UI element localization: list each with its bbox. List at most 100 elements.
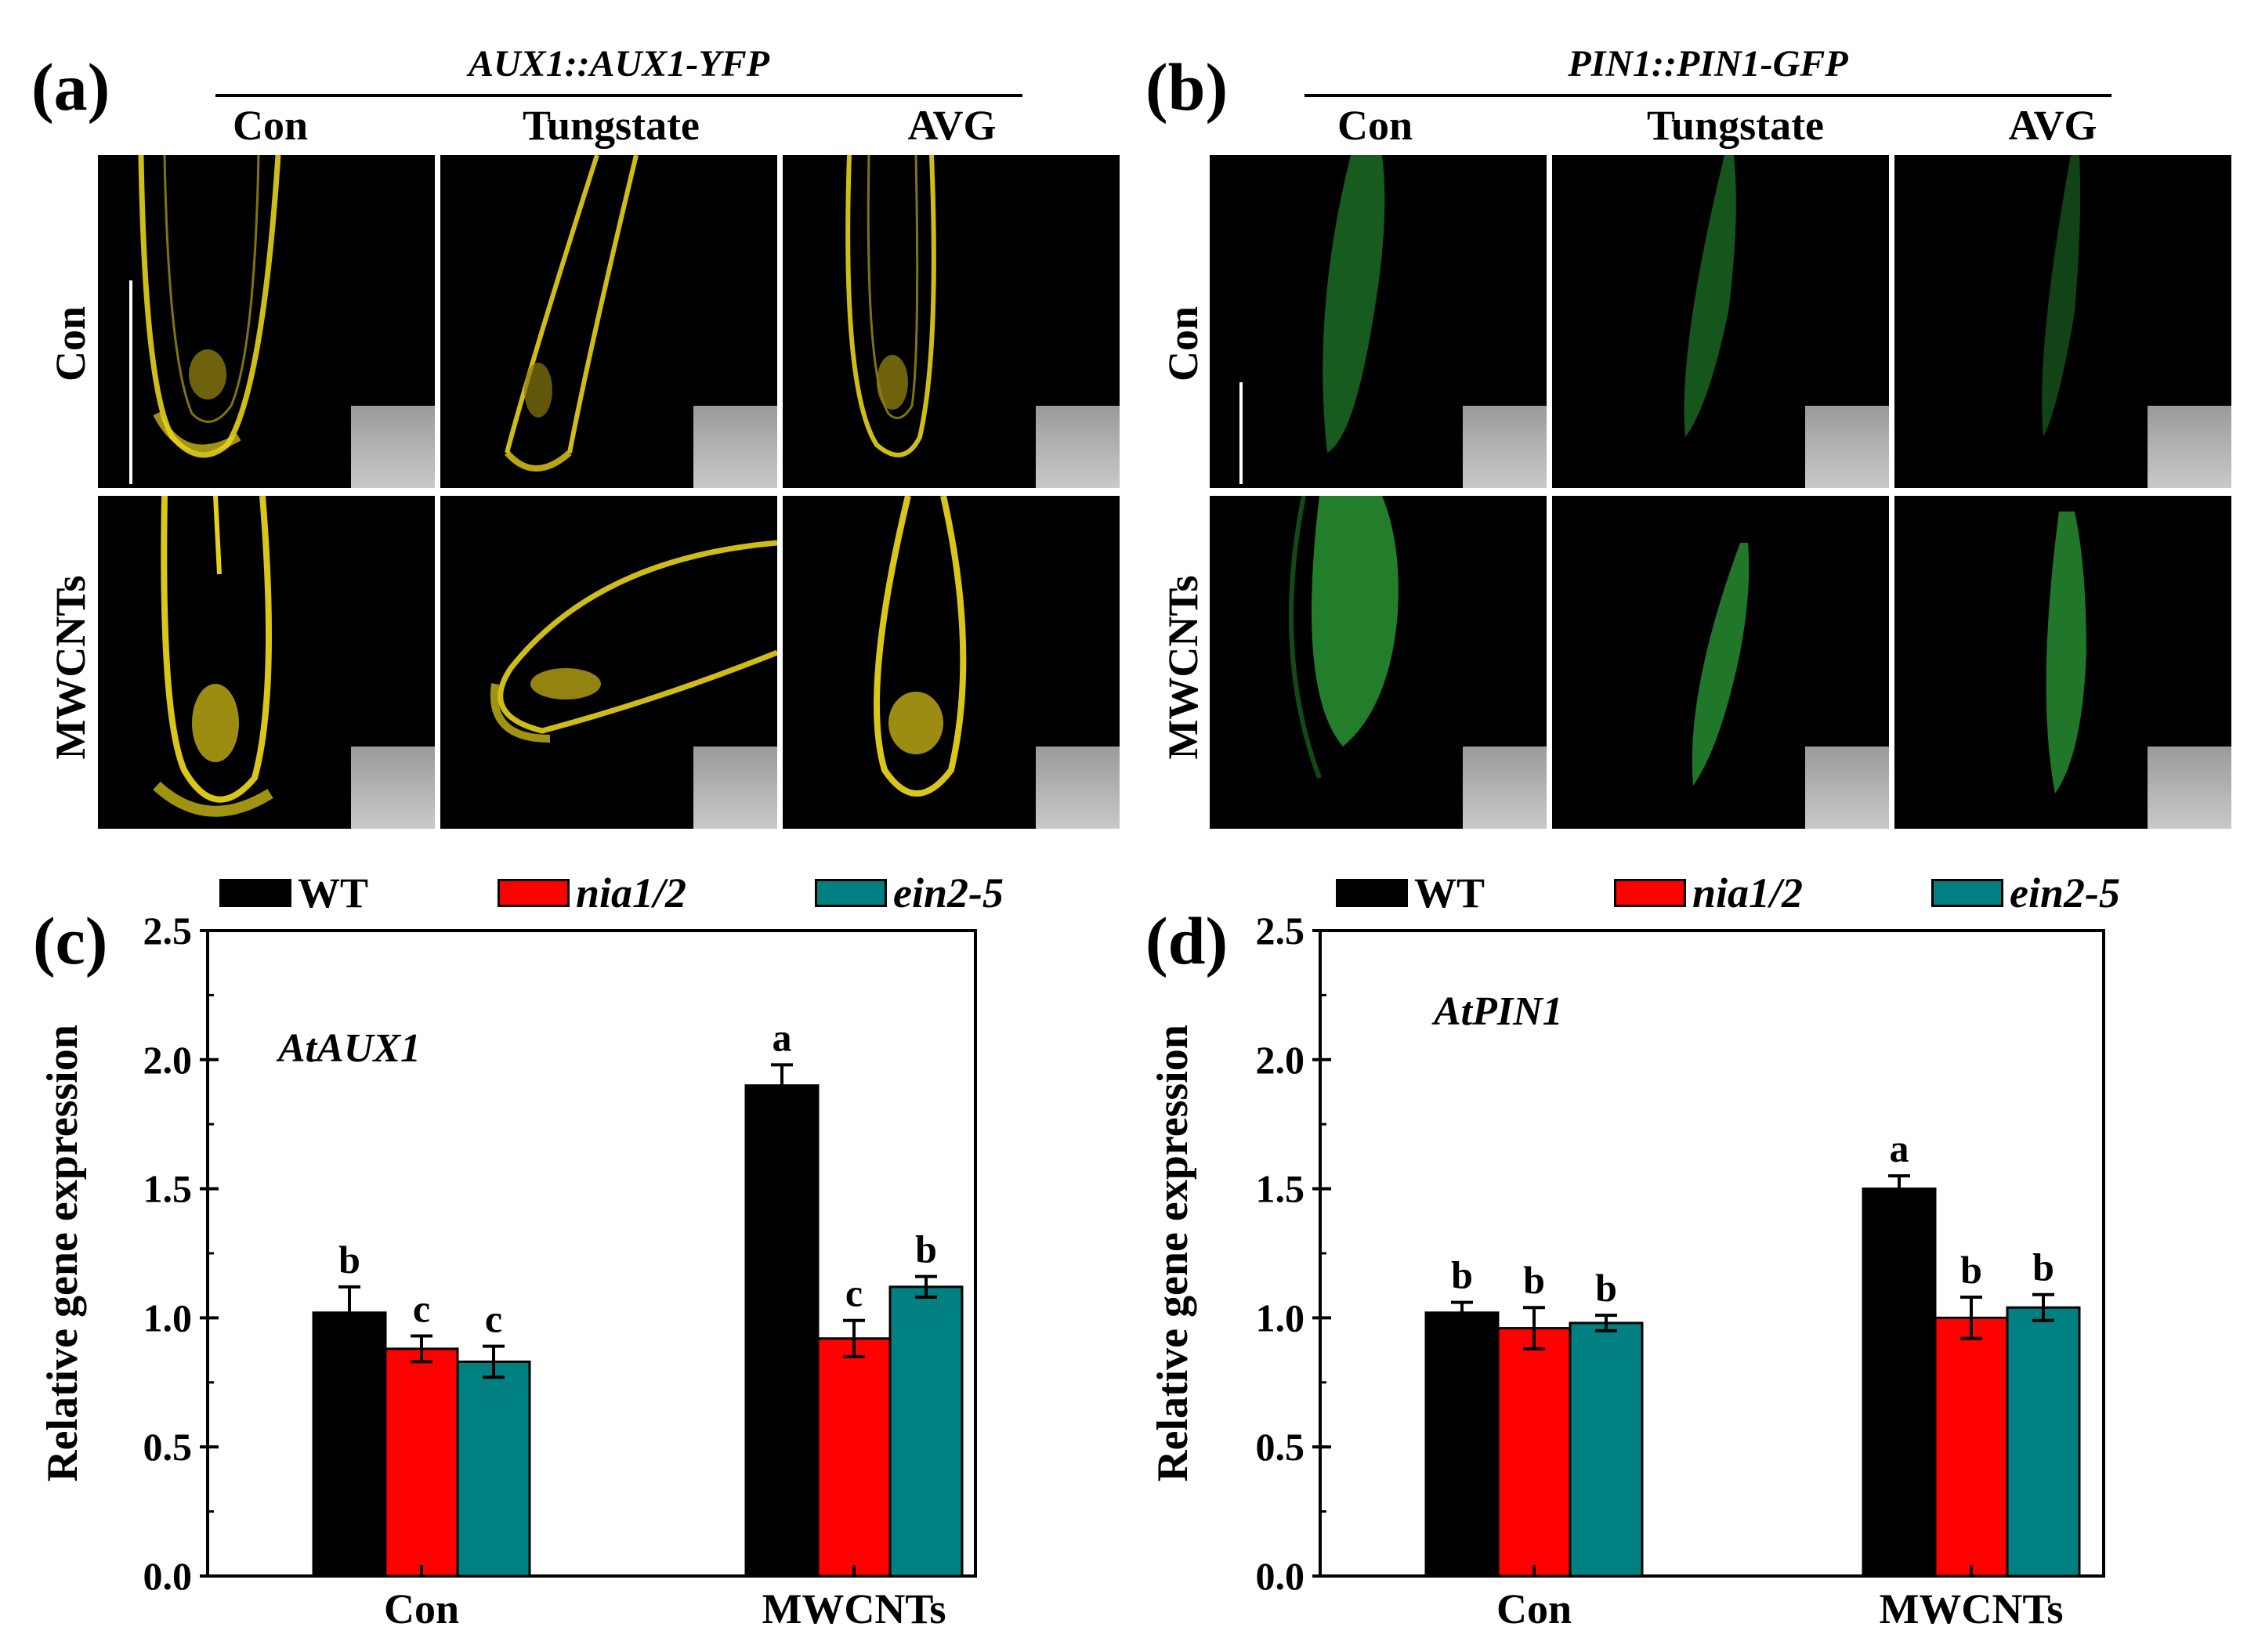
bar xyxy=(1934,1316,2009,1578)
chart-d-svg: 0.0 0.5 1.0 1.5 2.0 2.5 Relative gene expressi… xyxy=(1149,909,2105,1632)
x-tick-label: Con xyxy=(1496,1585,1572,1632)
panel-a-construct-title: AUX1::AUX1-YFP xyxy=(469,43,769,85)
root-fluorescence xyxy=(2042,155,2081,437)
panel-b-col-label: Con xyxy=(1337,102,1413,149)
legend-swatch xyxy=(1336,879,1408,907)
legend-item: nia1/2 xyxy=(498,869,686,916)
significance-letter: a xyxy=(773,1015,792,1059)
micrograph-a-mwcnts-con xyxy=(98,496,435,829)
scale-bar xyxy=(1239,382,1243,484)
root-fluorescence xyxy=(874,496,967,797)
micrograph-a-mwcnts-avg xyxy=(783,496,1120,829)
legend-item: ein2-5 xyxy=(815,869,1004,916)
panel-b-col-label: AVG xyxy=(2008,102,2097,149)
legend-label: nia1/2 xyxy=(576,869,687,916)
panel-d-letter: (d) xyxy=(1145,903,1229,978)
significance-letter: b xyxy=(1595,1266,1617,1310)
panel-b-header-rule xyxy=(1305,94,2111,97)
legend-swatch xyxy=(1614,879,1686,907)
brightfield-inset xyxy=(1805,746,1889,829)
brightfield-inset xyxy=(1805,406,1889,488)
y-tick-label: 2.0 xyxy=(1256,1038,1305,1082)
micrograph-a-con-avg xyxy=(783,155,1120,488)
y-tick-label: 0.0 xyxy=(1256,1554,1305,1598)
legend-item: WT xyxy=(1336,869,1485,916)
bar xyxy=(816,1337,892,1578)
significance-letter: c xyxy=(845,1271,863,1315)
legend-c: WT nia1/2 ein2-5 xyxy=(219,869,1081,916)
bar xyxy=(1496,1327,1572,1578)
bar xyxy=(744,1084,820,1578)
x-tick-label: MWCNTs xyxy=(1879,1585,2063,1632)
gene-label: AtPIN1 xyxy=(1431,989,1563,1034)
gene-label: AtAUX1 xyxy=(276,1026,421,1071)
panel-b-letter: (b) xyxy=(1145,49,1229,125)
root-fluorescence xyxy=(1692,543,1750,786)
panel-b-col-label: Tungstate xyxy=(1646,102,1825,149)
legend-label: WT xyxy=(298,869,369,916)
micrograph-b-con-con xyxy=(1210,155,1547,488)
bar xyxy=(1569,1321,1644,1578)
panel-b-construct-title: PIN1::PIN1-GFP xyxy=(1568,43,1848,85)
brightfield-inset xyxy=(1463,746,1547,829)
bar xyxy=(1424,1311,1500,1578)
root-fluorescence xyxy=(153,496,273,817)
root-fluorescence xyxy=(504,155,639,472)
root-fluorescence xyxy=(2046,512,2086,793)
y-tick-label: 2.0 xyxy=(143,1038,193,1082)
significance-letter: b xyxy=(338,1238,360,1281)
legend-label: ein2-5 xyxy=(2010,869,2120,916)
brightfield-inset xyxy=(1036,406,1120,488)
root-fluorescence xyxy=(1323,155,1385,453)
micrograph-b-mwcnts-avg xyxy=(1894,496,2231,829)
significance-letter: b xyxy=(1960,1248,1982,1292)
legend-d: WT nia1/2 ein2-5 xyxy=(1336,869,2198,916)
y-axis-label: Relative gene expression xyxy=(1149,1025,1197,1482)
panel-c-letter: (c) xyxy=(33,903,108,978)
x-tick-label: Con xyxy=(384,1585,459,1632)
y-tick-label: 2.5 xyxy=(143,909,193,953)
brightfield-inset xyxy=(693,746,777,829)
legend-item: nia1/2 xyxy=(1614,869,1803,916)
bar xyxy=(2006,1306,2081,1578)
micrograph-a-mwcnts-tungstate xyxy=(440,496,777,829)
legend-swatch xyxy=(1931,879,2003,907)
micrograph-b-mwcnts-con xyxy=(1210,496,1547,829)
significance-letter: b xyxy=(1523,1258,1545,1302)
y-tick-label: 0.5 xyxy=(143,1425,193,1469)
brightfield-inset xyxy=(2148,406,2231,488)
legend-swatch xyxy=(219,879,291,907)
micrograph-b-con-avg xyxy=(1894,155,2231,488)
brightfield-inset xyxy=(2148,746,2231,829)
panel-a-col-label: Con xyxy=(232,102,309,149)
x-tick-label: MWCNTs xyxy=(762,1585,946,1632)
significance-letter: c xyxy=(485,1297,502,1341)
y-tick-label: 1.5 xyxy=(1256,1167,1305,1211)
legend-item: ein2-5 xyxy=(1931,869,2120,916)
micrograph-b-con-tungstate xyxy=(1552,155,1889,488)
scale-bar xyxy=(129,280,132,484)
panel-a-letter: (a) xyxy=(31,49,110,125)
legend-swatch xyxy=(498,879,570,907)
panel-a-header-rule xyxy=(215,94,1022,97)
bar xyxy=(456,1360,531,1578)
brightfield-inset xyxy=(693,406,777,488)
significance-letter: b xyxy=(915,1227,937,1271)
bar xyxy=(384,1347,459,1578)
bar xyxy=(312,1311,387,1578)
brightfield-inset xyxy=(351,406,435,488)
brightfield-inset xyxy=(351,746,435,829)
micrograph-b-mwcnts-tungstate xyxy=(1552,496,1889,829)
significance-letter: c xyxy=(413,1286,430,1330)
y-tick-label: 2.5 xyxy=(1256,909,1305,953)
root-fluorescence xyxy=(1684,155,1736,437)
legend-item: WT xyxy=(219,869,368,916)
panel-a-col-label: Tungstate xyxy=(522,102,700,149)
y-tick-label: 1.0 xyxy=(1256,1296,1305,1339)
bar xyxy=(1862,1187,1937,1578)
root-fluorescence xyxy=(138,155,281,458)
micrograph-a-con-con xyxy=(98,155,435,488)
y-tick-label: 0.5 xyxy=(1256,1425,1305,1469)
y-tick-label: 1.5 xyxy=(143,1167,193,1211)
significance-letter: b xyxy=(1451,1253,1473,1297)
